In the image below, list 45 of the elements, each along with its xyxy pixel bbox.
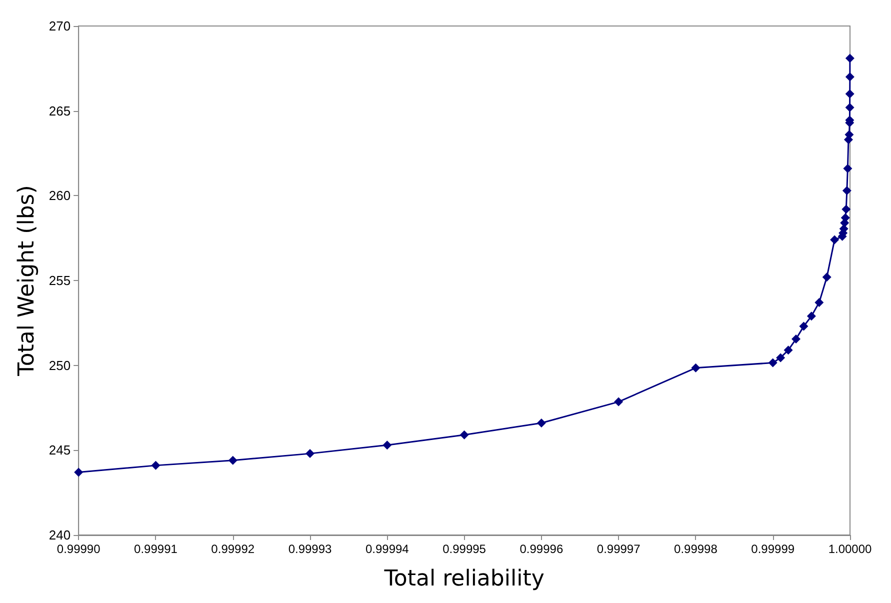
point — [806, 312, 816, 321]
point — [842, 186, 852, 196]
point — [814, 298, 824, 308]
y-tick-label: 250 — [48, 358, 71, 373]
y-axis-title: Total Weight (lbs) — [14, 185, 40, 377]
point — [691, 363, 700, 372]
y-tick-label: 245 — [48, 442, 71, 458]
x-tick-label: 0.99999 — [751, 542, 795, 556]
x-tick-label: 0.99998 — [674, 542, 718, 556]
y-tick-label: 255 — [48, 273, 71, 288]
point — [382, 440, 392, 450]
y-tick-label: 270 — [48, 18, 71, 34]
point — [845, 72, 854, 82]
point — [792, 334, 800, 344]
point — [536, 418, 546, 428]
point — [614, 397, 624, 406]
point — [845, 89, 854, 98]
y-tick-label: 260 — [48, 188, 71, 204]
x-tick-label: 0.99997 — [596, 542, 641, 556]
y-tick-label: 265 — [48, 103, 71, 118]
point — [460, 430, 469, 440]
point — [799, 322, 808, 331]
point — [843, 164, 852, 174]
point — [822, 272, 832, 282]
point — [776, 353, 786, 362]
x-tick-label: 0.99992 — [211, 542, 255, 556]
x-tick-label: 0.99995 — [442, 542, 486, 556]
x-tick-label: 0.99996 — [520, 542, 564, 556]
x-tick-label: 1.00000 — [828, 542, 872, 556]
y-tick-label: 240 — [48, 528, 71, 542]
point — [151, 460, 160, 470]
point — [306, 449, 315, 458]
point — [845, 102, 854, 112]
point — [842, 204, 851, 214]
x-axis-title: Total reliability — [383, 566, 544, 592]
x-tick-label: 0.99991 — [134, 542, 178, 556]
x-tick-label: 0.99994 — [365, 542, 410, 556]
point — [768, 358, 778, 368]
x-tick-label: 0.99990 — [56, 542, 101, 556]
x-tick-label: 0.99993 — [288, 542, 332, 556]
point — [845, 54, 854, 63]
point — [228, 456, 238, 465]
point — [830, 235, 840, 244]
point — [74, 468, 84, 477]
point — [784, 346, 793, 355]
